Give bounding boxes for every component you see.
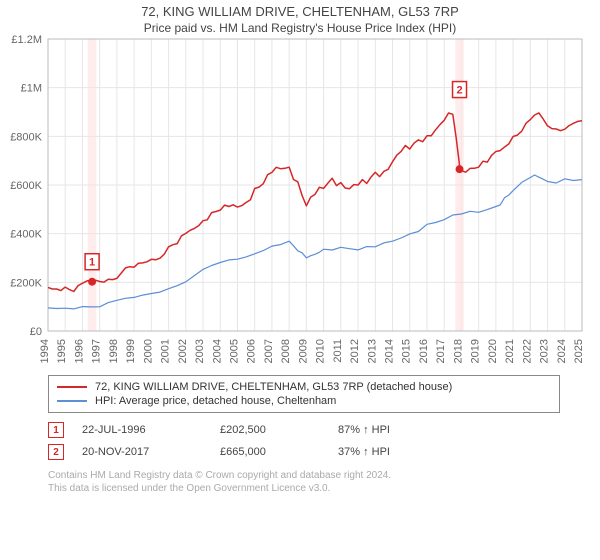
svg-text:2016: 2016 — [418, 339, 430, 363]
svg-text:2015: 2015 — [401, 339, 413, 363]
svg-text:1: 1 — [89, 257, 95, 269]
svg-text:£200K: £200K — [10, 277, 42, 289]
transaction-marker: 2 — [48, 444, 64, 460]
svg-text:2008: 2008 — [280, 339, 292, 363]
transaction-marker: 1 — [48, 422, 64, 438]
svg-text:2010: 2010 — [315, 339, 327, 363]
legend-item: HPI: Average price, detached house, Chel… — [57, 394, 551, 408]
svg-text:2014: 2014 — [384, 339, 396, 363]
svg-text:2011: 2011 — [332, 339, 344, 363]
legend-label: 72, KING WILLIAM DRIVE, CHELTENHAM, GL53… — [95, 381, 452, 393]
svg-text:£800K: £800K — [10, 131, 42, 143]
svg-text:2004: 2004 — [211, 339, 223, 363]
transaction-date: 20-NOV-2017 — [82, 446, 202, 458]
svg-text:2024: 2024 — [556, 339, 568, 363]
transaction-row: 2 20-NOV-2017 £665,000 37% ↑ HPI — [48, 441, 560, 463]
footer-line-1: Contains HM Land Registry data © Crown c… — [48, 469, 560, 482]
svg-text:2013: 2013 — [366, 339, 378, 363]
transactions-list: 1 22-JUL-1996 £202,500 87% ↑ HPI 2 20-NOV-201… — [48, 419, 560, 463]
legend-label: HPI: Average price, detached house, Chel… — [95, 395, 336, 407]
footer-line-2: This data is licensed under the Open Gov… — [48, 482, 560, 495]
svg-text:2023: 2023 — [539, 339, 551, 363]
transaction-pct: 37% ↑ HPI — [338, 446, 390, 458]
svg-text:2007: 2007 — [263, 339, 275, 363]
transaction-price: £202,500 — [220, 424, 320, 436]
legend-swatch — [57, 386, 87, 388]
legend: 72, KING WILLIAM DRIVE, CHELTENHAM, GL53… — [48, 375, 560, 413]
svg-text:1999: 1999 — [125, 339, 137, 363]
svg-text:2006: 2006 — [246, 339, 258, 363]
svg-text:£400K: £400K — [10, 229, 42, 241]
legend-swatch — [57, 400, 87, 402]
svg-text:2025: 2025 — [573, 339, 585, 363]
svg-text:£600K: £600K — [10, 180, 42, 192]
svg-text:2018: 2018 — [452, 339, 464, 363]
chart-svg: £0 £200K £400K £600K £800K £1M £1.2M 1994 1995 19… — [0, 35, 600, 371]
svg-text:£1.2M: £1.2M — [11, 35, 42, 46]
svg-text:2005: 2005 — [228, 339, 240, 363]
svg-text:£1M: £1M — [21, 83, 42, 95]
svg-text:2000: 2000 — [142, 339, 154, 363]
svg-text:2017: 2017 — [435, 339, 447, 363]
svg-text:2022: 2022 — [521, 339, 533, 363]
svg-text:2009: 2009 — [297, 339, 309, 363]
price-chart: £0 £200K £400K £600K £800K £1M £1.2M 1994 1995 19… — [0, 35, 600, 371]
transaction-pct: 87% ↑ HPI — [338, 424, 390, 436]
svg-text:1996: 1996 — [73, 339, 85, 363]
transaction-date: 22-JUL-1996 — [82, 424, 202, 436]
legend-item: 72, KING WILLIAM DRIVE, CHELTENHAM, GL53… — [57, 380, 551, 394]
svg-text:2012: 2012 — [349, 339, 361, 363]
svg-text:1998: 1998 — [108, 339, 120, 363]
transaction-price: £665,000 — [220, 446, 320, 458]
svg-text:2002: 2002 — [177, 339, 189, 363]
svg-text:2003: 2003 — [194, 339, 206, 363]
chart-title-address: 72, KING WILLIAM DRIVE, CHELTENHAM, GL53… — [0, 4, 600, 19]
attribution-footer: Contains HM Land Registry data © Crown c… — [48, 469, 560, 495]
svg-text:2: 2 — [456, 85, 462, 97]
svg-text:1994: 1994 — [39, 339, 51, 363]
svg-text:£0: £0 — [30, 326, 42, 338]
svg-text:2019: 2019 — [470, 339, 482, 363]
transaction-row: 1 22-JUL-1996 £202,500 87% ↑ HPI — [48, 419, 560, 441]
svg-text:2020: 2020 — [487, 339, 499, 363]
svg-text:2001: 2001 — [160, 339, 172, 363]
chart-subtitle: Price paid vs. HM Land Registry's House … — [0, 21, 600, 35]
svg-text:1997: 1997 — [91, 339, 103, 363]
svg-text:2021: 2021 — [504, 339, 516, 363]
svg-text:1995: 1995 — [56, 339, 68, 363]
